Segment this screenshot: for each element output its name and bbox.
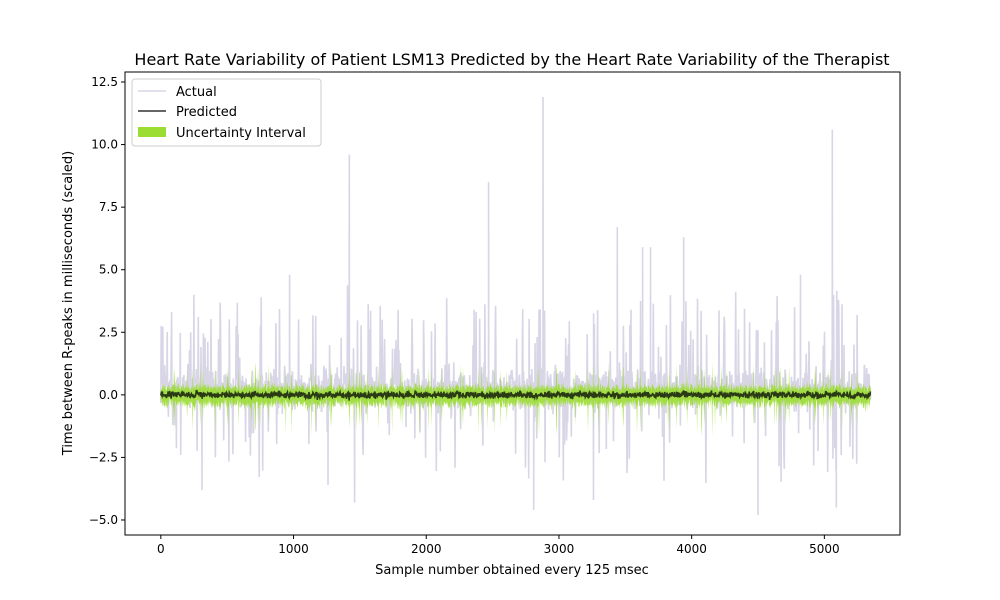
legend: Actual Predicted Uncertainty Interval <box>131 78 322 147</box>
series-actual-line <box>160 96 872 516</box>
legend-box <box>131 78 322 147</box>
x-tick-label: 4000 <box>676 542 707 556</box>
series-predicted-line <box>160 389 872 402</box>
y-tick-label: 5.0 <box>99 263 118 277</box>
x-tick-label: 1000 <box>278 542 309 556</box>
y-tick-label: 12.5 <box>91 75 118 89</box>
plot-frame <box>124 71 901 536</box>
y-axis: −5.0 −2.5 0.0 2.5 5.0 7.5 10.0 12.5 <box>89 75 125 527</box>
y-tick-label: 2.5 <box>99 325 118 339</box>
x-tick-label: 2000 <box>411 542 442 556</box>
legend-swatch-uncertainty <box>138 127 166 137</box>
x-axis: 0 1000 2000 3000 4000 5000 <box>157 535 840 556</box>
chart-title: Heart Rate Variability of Patient LSM13 … <box>134 50 889 69</box>
y-tick-label: 7.5 <box>99 200 118 214</box>
x-tick-label: 0 <box>157 542 165 556</box>
y-tick-label: 10.0 <box>91 138 118 152</box>
legend-label-actual: Actual <box>176 85 217 100</box>
y-tick-label: 0.0 <box>99 388 118 402</box>
y-tick-label: −2.5 <box>89 450 118 464</box>
y-axis-label: Time between R-peaks in milliseconds (sc… <box>61 151 76 456</box>
series-uncertainty-band <box>160 361 871 439</box>
legend-label-predicted: Predicted <box>176 105 237 120</box>
plot-area <box>160 96 872 516</box>
x-tick-label: 5000 <box>809 542 840 556</box>
legend-label-uncertainty: Uncertainty Interval <box>176 126 306 141</box>
y-tick-label: −5.0 <box>89 513 118 527</box>
x-axis-label: Sample number obtained every 125 msec <box>375 563 649 578</box>
x-tick-label: 3000 <box>544 542 575 556</box>
